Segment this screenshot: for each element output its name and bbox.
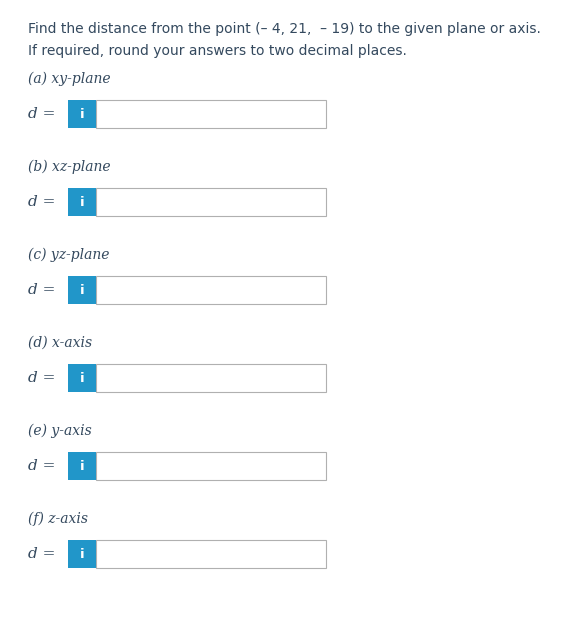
Text: (c) yz-plane: (c) yz-plane: [28, 248, 109, 262]
Text: i: i: [80, 195, 84, 208]
Bar: [96, 188, 326, 216]
Text: i: i: [80, 371, 84, 384]
Text: (a) xy-plane: (a) xy-plane: [28, 72, 110, 86]
Text: d =: d =: [28, 195, 55, 209]
Bar: [96, 540, 326, 568]
Text: i: i: [80, 548, 84, 560]
Text: (f) z-axis: (f) z-axis: [28, 512, 88, 526]
Bar: [96, 276, 326, 304]
Bar: [96, 452, 326, 480]
Bar: [68, 100, 96, 128]
Text: If required, round your answers to two decimal places.: If required, round your answers to two d…: [28, 44, 407, 58]
Text: (e) y-axis: (e) y-axis: [28, 424, 92, 438]
Text: d =: d =: [28, 283, 55, 297]
Text: d =: d =: [28, 371, 55, 385]
Bar: [96, 364, 326, 392]
Bar: [68, 452, 96, 480]
Text: (b) xz-plane: (b) xz-plane: [28, 160, 110, 175]
Text: (d) x-axis: (d) x-axis: [28, 336, 92, 350]
Text: i: i: [80, 284, 84, 297]
Bar: [68, 276, 96, 304]
Text: d =: d =: [28, 547, 55, 561]
Bar: [68, 188, 96, 216]
Bar: [96, 100, 326, 128]
Text: i: i: [80, 459, 84, 473]
Text: d =: d =: [28, 107, 55, 121]
Bar: [68, 364, 96, 392]
Text: i: i: [80, 108, 84, 120]
Text: Find the distance from the point (– 4, 21,  – 19) to the given plane or axis.: Find the distance from the point (– 4, 2…: [28, 22, 541, 36]
Text: d =: d =: [28, 459, 55, 473]
Bar: [68, 540, 96, 568]
